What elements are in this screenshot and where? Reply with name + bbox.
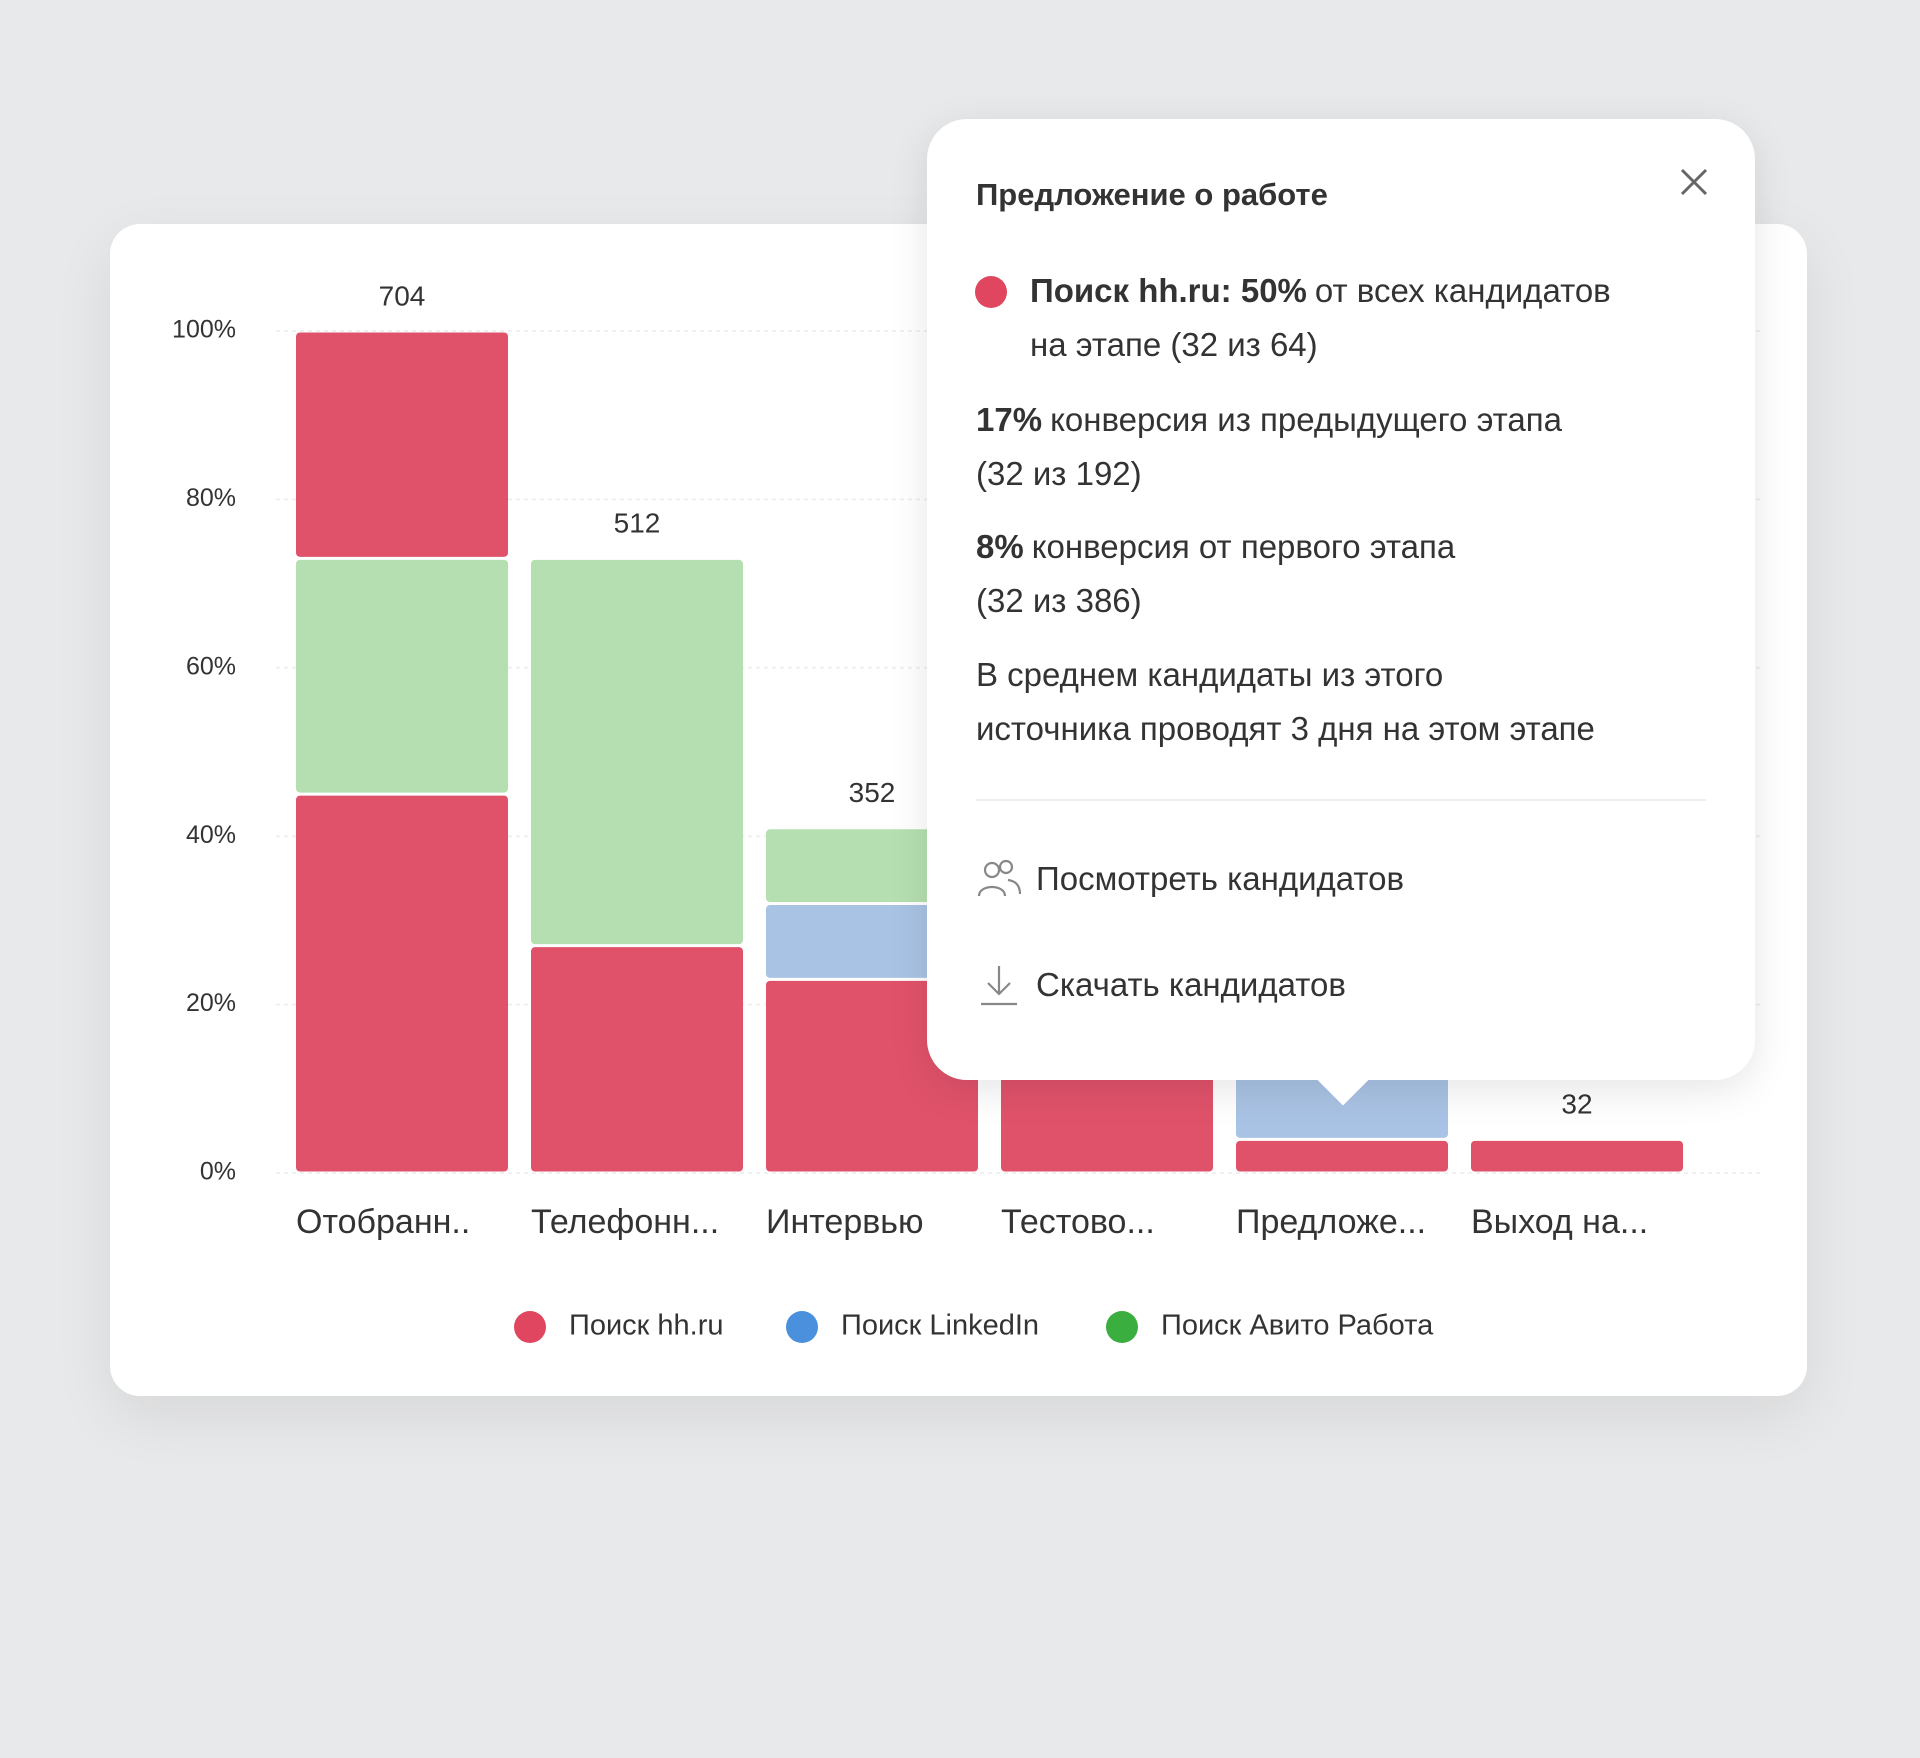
stat: 17% конверсия из предыдущего этапа (32 из… [976, 393, 1562, 501]
legend-label: Поиск LinkedIn [841, 1310, 1039, 1342]
people-icon [977, 859, 1022, 897]
total-label: 32 [1561, 1089, 1592, 1120]
popover: Предложение о работе Поиск hh.ru: 50% от … [927, 119, 1755, 1106]
bar-segment [296, 332, 508, 557]
total-label: 352 [849, 777, 896, 808]
download-icon [981, 966, 1017, 1006]
legend-label: Поиск hh.ru [569, 1310, 724, 1342]
x-tick-label: Интервью [766, 1203, 924, 1241]
y-tick-label: 80% [186, 484, 236, 512]
stat-bold: 8% [976, 528, 1024, 565]
x-tick-label: Предложе... [1236, 1203, 1426, 1241]
note: В среднем кандидаты из этого источника п… [976, 648, 1595, 756]
y-tick-label: 0% [200, 1158, 236, 1186]
bar-segment [766, 905, 978, 978]
y-tick-label: 100% [172, 316, 236, 344]
stat-line: конверсия от первого этапа [1031, 528, 1456, 565]
download-candidates[interactable]: Скачать кандидатов [976, 962, 1346, 1008]
y-tick-label: 40% [186, 821, 236, 849]
bar-segment [296, 559, 508, 793]
bar-segment [1001, 1073, 1213, 1172]
total-label: 704 [379, 280, 426, 311]
bar-segment [531, 947, 743, 1172]
series-dot [975, 276, 1007, 308]
x-tick-label: Тестово... [1001, 1203, 1155, 1241]
legend-dot [1106, 1311, 1138, 1343]
bar-segment [1236, 1140, 1448, 1172]
source-line: от всех кандидатов [1314, 272, 1611, 309]
y-tick-label: 20% [186, 989, 236, 1017]
source-line: на этапе (32 из 64) [1030, 326, 1318, 363]
bar-segment [296, 795, 508, 1172]
legend-dot [786, 1311, 818, 1343]
x-tick-label: Выход на... [1471, 1203, 1648, 1241]
y-tick-label: 60% [186, 652, 236, 680]
legend-dot [514, 1311, 546, 1343]
total-label: 512 [614, 508, 661, 539]
stat-line: конверсия из предыдущего этапа [1050, 401, 1562, 438]
action-label: Посмотреть кандидатов [1036, 860, 1405, 897]
page: 0% 20% 40% 60% 80% 100% 704 Отобранн.. 512 Телефо… [110, 119, 1807, 1396]
close-button[interactable] [1679, 167, 1709, 197]
separator [976, 799, 1706, 801]
stat-line: (32 из 386) [976, 582, 1142, 619]
popover-title: Предложение о работе [976, 177, 1328, 212]
bar-segment [766, 829, 978, 903]
x-tick-label: Отобранн.. [296, 1203, 470, 1241]
action-label: Скачать кандидатов [1036, 966, 1346, 1003]
bar-segment [766, 980, 978, 1172]
bar-segment [531, 559, 743, 945]
x-tick-label: Телефонн... [531, 1203, 719, 1241]
legend-label: Поиск Авито Работа [1161, 1310, 1434, 1342]
stat-line: (32 из 192) [976, 455, 1142, 492]
source-info: Поиск hh.ru: 50% от всех кандидатов на эт… [1030, 264, 1611, 372]
bar-segment [1471, 1140, 1683, 1172]
view-candidates[interactable]: Посмотреть кандидатов [976, 856, 1404, 902]
stat: 8% конверсия от первого этапа (32 из 386) [976, 520, 1455, 628]
note-line: В среднем кандидаты из этого [976, 656, 1444, 693]
source-bold: Поиск hh.ru: 50% [1030, 272, 1307, 309]
note-line: источника проводят 3 дня на этом этапе [976, 710, 1595, 747]
stat-bold: 17% [976, 401, 1043, 438]
chart: 0% 20% 40% 60% 80% 100% 704 Отобранн.. 512 Телефо… [172, 280, 1760, 1343]
